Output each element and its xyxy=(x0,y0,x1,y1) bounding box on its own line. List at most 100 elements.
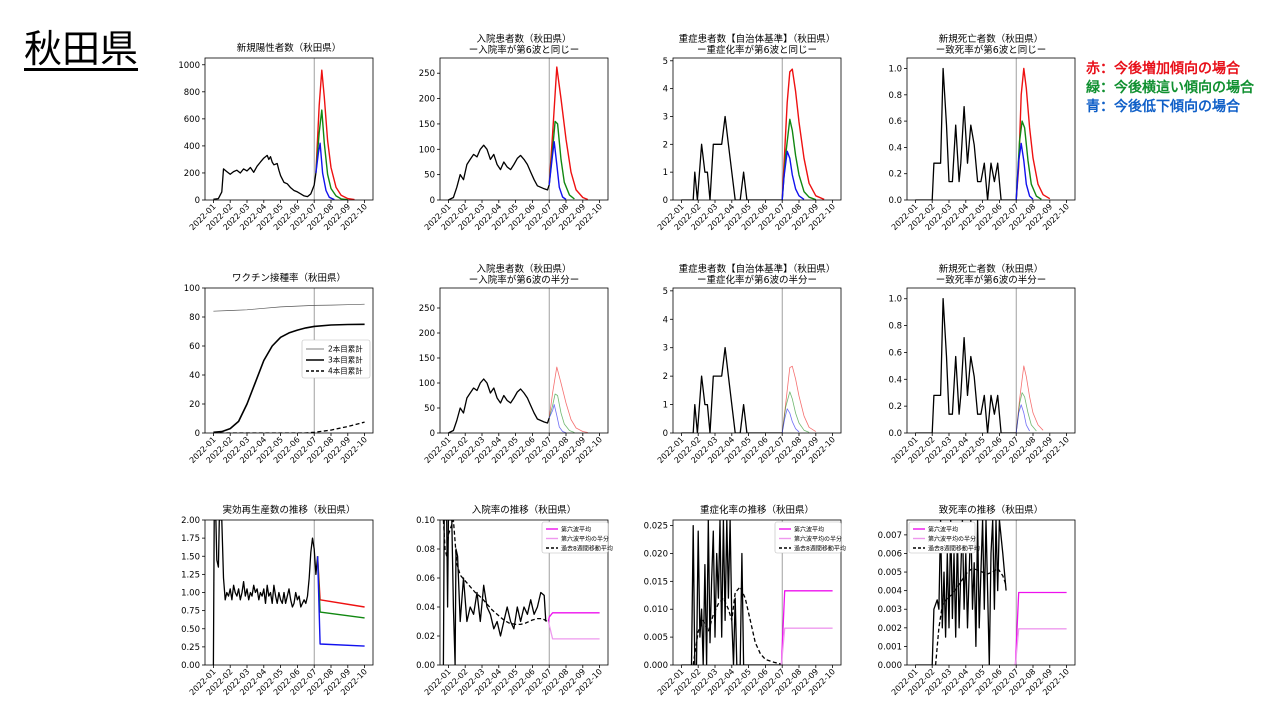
y-tick-label: 5 xyxy=(663,57,668,67)
y-tick-label: 1.00 xyxy=(181,589,200,599)
chart-title: ワクチン接種率（秋田県） xyxy=(232,272,346,284)
series-thick xyxy=(213,323,365,433)
y-tick-label: 1.25 xyxy=(181,570,200,580)
y-tick-label: 1 xyxy=(663,401,668,411)
y-tick-label: 0.007 xyxy=(878,531,902,541)
legend-note-red: 赤：今後増加傾向の場合 xyxy=(1086,61,1240,77)
series-red xyxy=(1015,67,1051,200)
series-thin xyxy=(213,303,365,312)
y-tick-label: 0.006 xyxy=(878,549,902,559)
chart-subtitle: ー致死率が第6波と同じー xyxy=(936,44,1047,56)
series-red xyxy=(548,66,589,200)
series-dashed xyxy=(213,421,365,433)
series-red xyxy=(781,68,825,200)
chart-c9: 実効再生産数の推移（秋田県） 0.00 0.25 0.50 0.75 1.00 1.25 1.… xyxy=(181,504,374,697)
y-tick-label: 0.00 xyxy=(416,661,435,671)
series-actual xyxy=(448,144,550,200)
series-green xyxy=(781,118,817,200)
plot-frame xyxy=(204,287,374,434)
y-tick-label: 600 xyxy=(184,115,200,125)
chart-title: 致死率の推移（秋田県） xyxy=(939,504,1044,516)
plot-frame xyxy=(906,519,1076,666)
y-tick-label: 0.000 xyxy=(644,661,668,671)
y-tick-label: 0.02 xyxy=(416,632,435,642)
y-tick-label: 0.04 xyxy=(416,603,435,613)
chart-subtitle: ー重症化率が第6波と同じー xyxy=(697,44,817,56)
y-tick-label: 1000 xyxy=(178,61,200,71)
series-actual xyxy=(915,298,1017,433)
chart-c12: 致死率の推移（秋田県） 0.000 0.001 0.002 0.003 0.004 0.00… xyxy=(878,504,1076,697)
chart-c3: 重症患者数【自治体基準】（秋田県）ー重症化率が第6波と同じー0123452022… xyxy=(656,33,842,232)
y-tick-label: 3 xyxy=(663,344,668,354)
y-tick-label: 0.000 xyxy=(878,661,902,671)
y-tick-label: 0.001 xyxy=(878,642,902,652)
legend-label: 4本目累計 xyxy=(328,366,363,376)
page-title: 秋田県 xyxy=(24,27,139,71)
chart-c6: 入院患者数（秋田県）ー入院率が第6波の半分ー050100150200250202… xyxy=(419,263,609,465)
plot-frame xyxy=(672,57,842,201)
legend-note-blue: 青：今後低下傾向の場合 xyxy=(1086,99,1240,115)
y-tick-label: 200 xyxy=(419,329,435,339)
y-tick-label: 4 xyxy=(663,85,668,95)
y-tick-label: 200 xyxy=(184,169,200,179)
legend-label: 第六波平均の半分 xyxy=(561,535,609,543)
y-tick-label: 100 xyxy=(419,379,435,389)
y-tick-label: 0.75 xyxy=(181,607,200,617)
series-actual xyxy=(915,520,1007,665)
series-actual xyxy=(442,520,547,665)
y-tick-label: 0.8 xyxy=(888,91,902,101)
plot-frame xyxy=(439,287,609,434)
y-tick-label: 0.2 xyxy=(888,402,902,412)
y-tick-label: 0 xyxy=(195,429,200,439)
legend-note-green: 緑：今後横這い傾向の場合 xyxy=(1086,80,1254,96)
series-actual xyxy=(681,115,783,200)
series-red xyxy=(548,366,588,433)
legend-label: 第六波平均 xyxy=(561,526,591,534)
y-tick-label: 0 xyxy=(663,196,668,206)
chart-subtitle: ー入院率が第6波の半分ー xyxy=(469,274,580,286)
y-tick-label: 20 xyxy=(189,400,200,410)
series-dashed xyxy=(692,586,781,665)
y-tick-label: 1.0 xyxy=(888,295,902,305)
y-tick-label: 0.10 xyxy=(416,516,435,526)
color-legend-note: 赤：今後増加傾向の場合 緑：今後横這い傾向の場合 青：今後低下傾向の場合 xyxy=(1086,60,1254,117)
y-tick-label: 2 xyxy=(663,372,668,382)
series-actual xyxy=(681,520,783,665)
chart-title: 新規死亡者数（秋田県） xyxy=(939,263,1044,275)
series-actual xyxy=(213,154,317,200)
series-blue xyxy=(1015,142,1034,200)
chart-c1: 新規陽性者数（秋田県）020040060080010002022-012022-… xyxy=(178,42,374,232)
chart-title: 新規陽性者数（秋田県） xyxy=(237,42,342,54)
plot-frame xyxy=(439,57,609,201)
y-tick-label: 0.005 xyxy=(644,633,668,643)
y-tick-label: 0.004 xyxy=(878,587,902,597)
series-green xyxy=(781,391,810,433)
y-tick-label: 0.020 xyxy=(644,549,668,559)
y-tick-label: 0.6 xyxy=(888,117,902,127)
series-blue xyxy=(316,556,365,647)
series-dashed xyxy=(442,520,548,626)
plot-frame xyxy=(672,519,842,666)
y-tick-label: 150 xyxy=(419,120,435,130)
series-actual xyxy=(212,520,319,665)
y-tick-label: 0.010 xyxy=(644,605,668,615)
y-tick-label: 0.08 xyxy=(416,545,435,555)
y-tick-label: 0.2 xyxy=(888,170,902,180)
y-tick-label: 0.4 xyxy=(888,375,902,385)
y-tick-label: 0.002 xyxy=(878,624,902,634)
chart-title: 実効再生産数の推移（秋田県） xyxy=(222,504,355,516)
plot-frame xyxy=(439,519,609,666)
y-tick-label: 4 xyxy=(663,315,668,325)
y-tick-label: 0.6 xyxy=(888,348,902,358)
y-tick-label: 1 xyxy=(663,168,668,178)
series-blue xyxy=(315,142,335,200)
legend-label: 第六波平均 xyxy=(794,526,824,534)
legend-label: 過去8週間移動平均 xyxy=(561,545,613,553)
y-tick-label: 80 xyxy=(189,313,200,323)
y-tick-label: 1.75 xyxy=(181,534,200,544)
